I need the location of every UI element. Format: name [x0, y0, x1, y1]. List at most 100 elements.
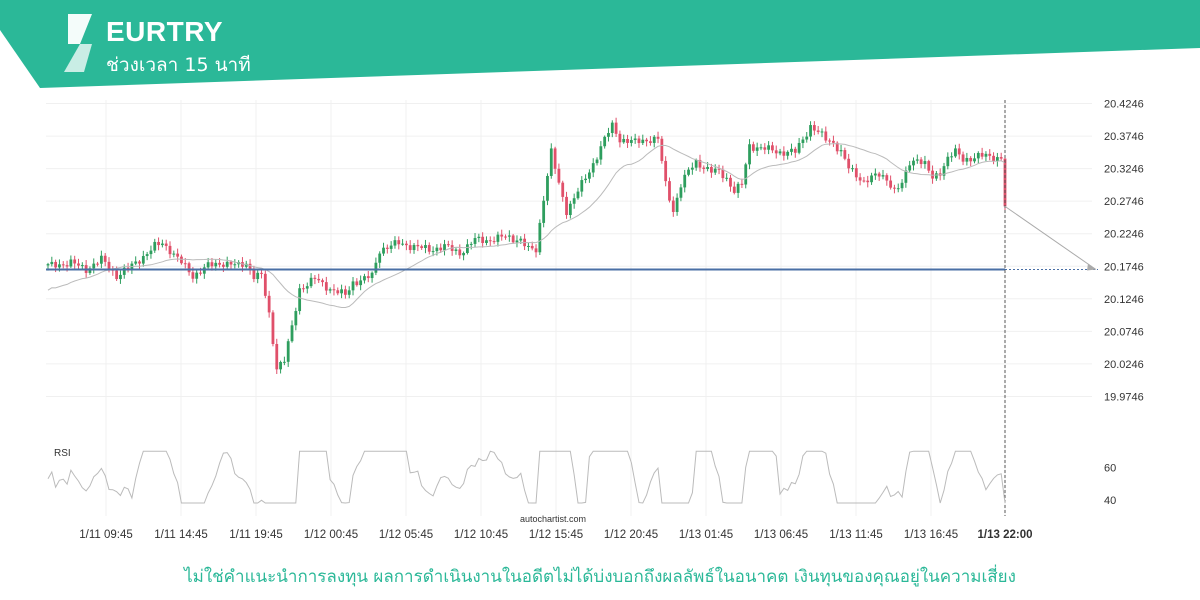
candle-body — [706, 167, 710, 169]
candle-body — [988, 153, 992, 156]
candle-body — [160, 243, 164, 246]
candle-body — [771, 145, 774, 151]
candle-body — [534, 248, 538, 253]
candle-body — [656, 136, 660, 139]
candle-body — [69, 259, 73, 267]
candle-body — [786, 151, 790, 156]
candle-body — [397, 240, 401, 245]
candle-body — [900, 182, 904, 189]
candle-body — [378, 253, 382, 263]
candle-body — [252, 269, 256, 280]
candle-body — [984, 153, 988, 157]
candle-body — [248, 263, 252, 270]
candle-body — [412, 244, 416, 251]
candle-body — [957, 148, 961, 155]
candle-body — [782, 151, 786, 156]
candle-body — [443, 244, 446, 251]
candle-body — [793, 148, 797, 153]
candle-body — [675, 197, 679, 212]
candle-body — [176, 253, 180, 257]
x-tick-label: 1/13 01:45 — [679, 529, 733, 541]
candle-body — [466, 244, 469, 254]
candle-body — [210, 262, 214, 267]
candle-body — [469, 243, 473, 245]
banner-shape — [0, 0, 1200, 88]
candle-body — [702, 167, 706, 169]
candle-body — [607, 133, 610, 137]
candle-body — [671, 200, 675, 212]
candle-body — [599, 146, 603, 160]
candle-body — [462, 253, 465, 256]
candle-body — [934, 173, 938, 179]
candle-body — [546, 175, 549, 201]
candle-body — [641, 139, 645, 144]
candle-body — [187, 263, 191, 273]
symbol-title: EURTRY — [106, 16, 224, 47]
candle-body — [896, 188, 900, 190]
candle-body — [99, 255, 103, 264]
candle-body — [999, 157, 1003, 159]
candle-body — [778, 151, 782, 154]
candle-body — [652, 136, 656, 143]
candle-body — [912, 160, 915, 166]
candle-body — [298, 288, 302, 312]
candle-body — [389, 245, 393, 249]
candle-body — [839, 150, 843, 152]
candle-body — [88, 268, 92, 273]
y-tick-label: 20.4246 — [1104, 99, 1144, 111]
candle-body — [481, 236, 485, 243]
y-tick-label: 20.0246 — [1104, 359, 1144, 371]
y-tick-label: 20.1246 — [1104, 294, 1144, 306]
candle-body — [427, 245, 431, 252]
rsi-label: RSI — [54, 448, 71, 459]
candle-body — [893, 187, 896, 189]
candle-body — [561, 182, 565, 197]
candle-body — [119, 274, 122, 280]
candle-body — [992, 155, 995, 162]
candle-body — [46, 264, 50, 266]
candle-body — [969, 157, 973, 162]
candle-body — [828, 140, 832, 142]
candle-body — [279, 362, 282, 370]
x-tick-label: 1/11 09:45 — [79, 529, 133, 541]
candle-body — [572, 198, 576, 204]
x-tick-label: 1/12 00:45 — [304, 529, 358, 541]
candle-body — [603, 136, 607, 147]
candle-body — [221, 264, 225, 267]
rsi-tick-label: 40 — [1104, 495, 1116, 507]
candle-body — [759, 147, 763, 149]
x-tick-label: 1/11 19:45 — [229, 529, 283, 541]
candle-body — [694, 159, 698, 168]
candle-body — [870, 175, 873, 183]
candle-body — [313, 277, 317, 279]
candle-body — [271, 312, 275, 344]
candle-body — [77, 263, 80, 266]
candle-body — [915, 159, 919, 161]
candle-body — [729, 177, 732, 187]
candle-body — [229, 261, 233, 265]
candle-body — [183, 263, 187, 265]
candle-body — [877, 173, 881, 177]
candle-body — [485, 240, 488, 243]
candle-body — [195, 272, 199, 279]
candle-body — [637, 138, 641, 144]
candle-body — [538, 222, 542, 253]
candle-body — [717, 168, 721, 170]
candle-body — [809, 125, 812, 137]
candle-body — [214, 262, 218, 267]
candle-body — [557, 168, 561, 183]
candle-body — [805, 136, 809, 140]
candle-body — [549, 148, 553, 176]
candle-body — [645, 139, 649, 142]
rsi-line — [47, 450, 1006, 504]
candle-body — [500, 234, 504, 237]
candle-body — [363, 276, 366, 281]
candle-body — [660, 138, 664, 161]
candle-body — [191, 272, 195, 279]
candle-body — [961, 154, 965, 162]
disclaimer: ไม่ใช่คำแนะนำการลงทุน ผลการดำเนินงานในอด… — [184, 567, 1016, 587]
interval-subtitle: ช่วงเวลา 15 นาที — [106, 54, 251, 76]
x-tick-label: 1/13 22:00 — [978, 529, 1033, 541]
candle-body — [336, 290, 340, 294]
candle-body — [847, 158, 851, 169]
